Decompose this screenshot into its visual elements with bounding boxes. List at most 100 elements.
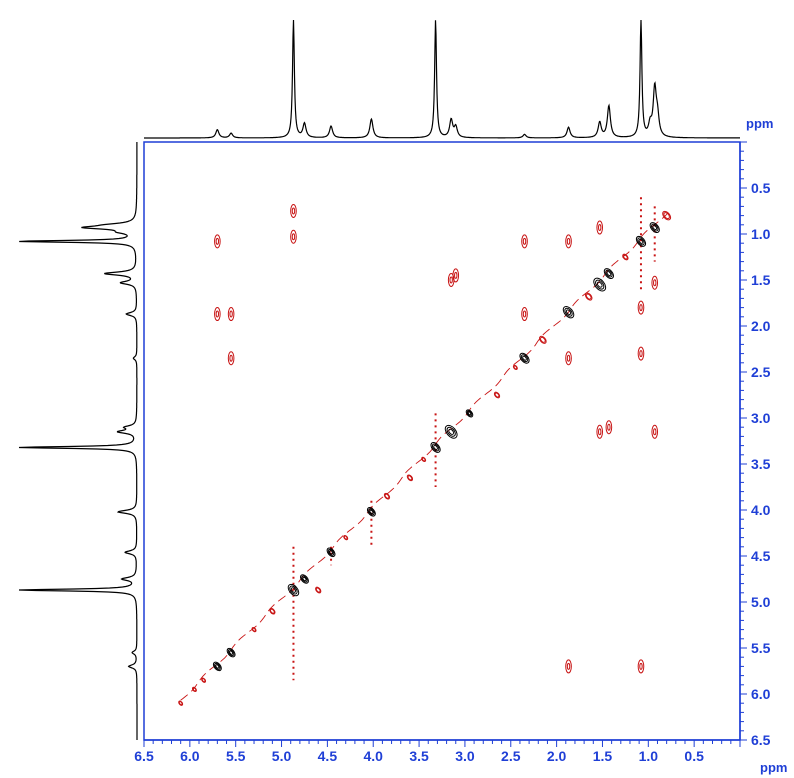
cross-peak <box>596 424 604 439</box>
contour-ring <box>227 351 235 366</box>
contour-ring <box>595 279 605 290</box>
contour-ring <box>215 664 220 669</box>
contour-ring <box>214 662 221 670</box>
x-tick-label: 3.5 <box>409 748 429 764</box>
contour-ring <box>566 662 571 670</box>
diagonal-peak <box>512 364 518 371</box>
contour-ring <box>596 424 604 439</box>
diagonal-peak <box>212 661 222 672</box>
cross-peak <box>227 351 235 366</box>
cross-peak <box>637 659 645 674</box>
contour-ring <box>566 354 571 362</box>
y-axis-unit-label: ppm <box>746 116 773 131</box>
diagonal-peak <box>178 700 184 706</box>
contour-ring <box>623 254 628 260</box>
cross-peak <box>565 234 572 249</box>
contour-ring <box>662 210 672 221</box>
contour-ring <box>521 234 528 249</box>
contour-ring <box>637 346 645 361</box>
cross-peak <box>651 275 659 290</box>
y-tick-label: 3.0 <box>751 410 771 426</box>
diagonal-peak <box>300 574 309 584</box>
contour-ring <box>227 649 235 657</box>
contour-ring <box>522 237 527 245</box>
x-tick-label: 3.0 <box>455 748 475 764</box>
contour-ring <box>290 587 297 593</box>
contour-ring <box>605 420 613 435</box>
contour-ring <box>229 310 233 318</box>
contour-ring <box>635 235 647 247</box>
top-spectrum-trace <box>144 19 740 139</box>
contour-ring <box>452 268 460 283</box>
contour-ring <box>467 411 472 416</box>
contour-ring <box>652 225 658 231</box>
contour-ring <box>639 304 643 312</box>
contour-ring <box>522 310 527 318</box>
cross-peak <box>637 300 645 315</box>
contour-ring <box>287 583 300 597</box>
contour-ring <box>192 687 197 692</box>
y-tick-label: 2.5 <box>751 364 771 380</box>
contour-ring <box>663 212 670 220</box>
contour-ring <box>366 507 376 517</box>
contour-ring <box>212 661 222 672</box>
x-axis-unit-label: ppm <box>760 760 787 775</box>
contour-ring <box>564 307 573 317</box>
diagonal-peak <box>191 686 197 693</box>
diagonal-peak <box>493 391 501 399</box>
contour-ring <box>290 229 297 244</box>
contour-ring <box>406 474 414 482</box>
left-1d-projection <box>18 142 138 740</box>
diagonal-peak <box>366 507 376 517</box>
contour-ring <box>493 391 501 399</box>
contour-ring <box>430 441 441 453</box>
y-tick-label: 2.0 <box>751 318 771 334</box>
x-axis: 6.5 6.0 5.5 5.0 4.5 4.0 3.5 3.0 2.5 2.0 1.5 1.0 0.5 <box>134 739 741 764</box>
contour-ring <box>290 204 297 218</box>
contour-ring <box>214 234 221 249</box>
contour-ring <box>214 307 221 322</box>
contour-ring <box>343 534 349 541</box>
contour-ring <box>300 574 309 584</box>
diagonal-peak <box>421 456 427 463</box>
contour-ring <box>466 410 473 417</box>
contour-ring <box>384 493 390 499</box>
contour-ring <box>328 550 334 555</box>
contour-ring <box>596 220 604 235</box>
diagonal-peak <box>539 335 547 344</box>
contour-ring <box>637 237 645 246</box>
contour-ring <box>598 224 602 232</box>
contour-ring <box>562 306 575 319</box>
diagonal-peak <box>584 292 593 301</box>
contour-ring <box>606 271 612 277</box>
contour-ring <box>327 548 335 556</box>
cross-peak <box>565 659 572 674</box>
y-tick-label: 5.5 <box>751 640 771 656</box>
contour-ring <box>191 686 197 693</box>
y-tick-label: 1.0 <box>751 226 771 242</box>
y-axis: 0.5 1.0 1.5 2.0 2.5 3.0 3.5 4.0 4.5 5.0 5.5 6.0 6.5 <box>739 141 771 748</box>
contour-ring <box>229 354 233 362</box>
cross-peak <box>651 424 659 439</box>
contour-ring <box>584 292 593 301</box>
y-tick-label: 1.5 <box>751 272 771 288</box>
cross-peak <box>452 268 460 283</box>
x-tick-label: 2.0 <box>547 748 567 764</box>
contour-ring <box>521 307 528 322</box>
contour-ring <box>291 207 296 215</box>
cross-peak <box>521 307 528 322</box>
contour-ring <box>653 279 657 287</box>
contour-ring <box>596 281 603 288</box>
contour-ring <box>651 275 659 290</box>
contour-ring <box>421 456 427 463</box>
x-tick-label: 1.5 <box>593 748 613 764</box>
diagonal-peak <box>649 222 660 234</box>
contour-ring <box>605 269 613 278</box>
contour-ring <box>454 271 458 279</box>
cross-peak <box>596 220 604 235</box>
diagonal-peak <box>444 424 458 439</box>
x-tick-label: 5.0 <box>272 748 292 764</box>
cross-peak <box>605 420 613 435</box>
contour-ring <box>565 351 572 366</box>
contour-ring <box>343 535 348 540</box>
